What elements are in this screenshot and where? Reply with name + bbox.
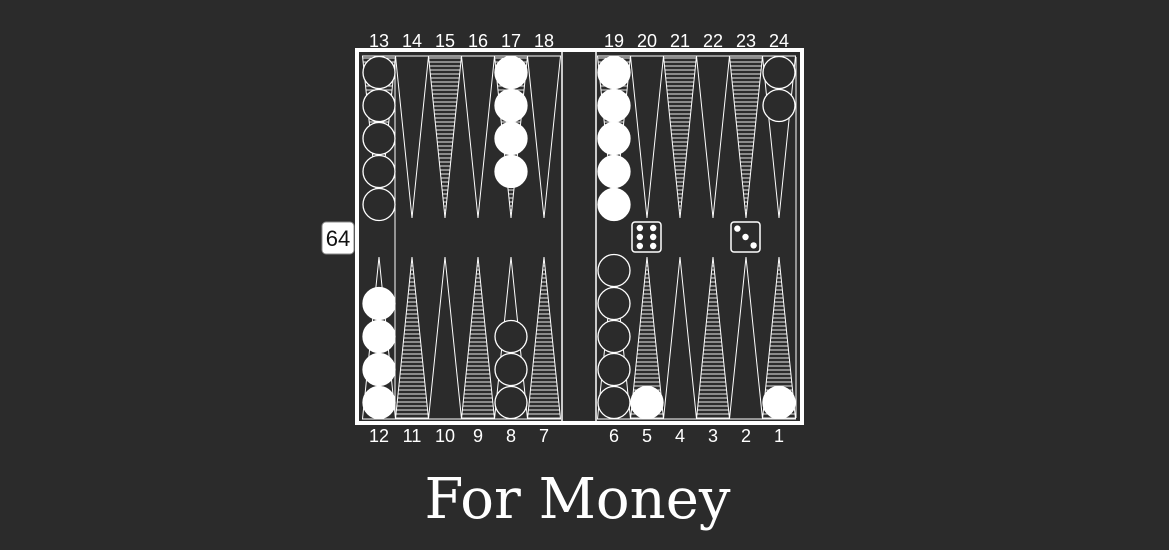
black-checker-point-24[interactable] <box>762 55 796 90</box>
black-checker-point-6[interactable] <box>597 352 631 387</box>
black-checker-point-6[interactable] <box>597 385 631 420</box>
point-label-17: 17 <box>501 31 521 51</box>
point-10[interactable] <box>427 256 463 420</box>
point-9[interactable] <box>460 256 496 420</box>
die-pip <box>734 225 741 232</box>
point-label-4: 4 <box>675 426 685 446</box>
die-pip <box>742 233 749 241</box>
point-label-10: 10 <box>435 426 455 446</box>
point-3[interactable] <box>695 256 731 420</box>
white-checker-point-12[interactable] <box>362 286 396 321</box>
point-11[interactable] <box>394 256 430 420</box>
checkers-layer <box>362 55 796 420</box>
black-checker-point-6[interactable] <box>597 319 631 354</box>
point-7[interactable] <box>526 256 562 420</box>
die-pip <box>636 224 644 232</box>
white-checker-point-17[interactable] <box>494 154 528 189</box>
white-checker-point-19[interactable] <box>597 88 631 123</box>
black-checker-point-13[interactable] <box>362 187 396 222</box>
point-22[interactable] <box>695 55 731 219</box>
point-label-21: 21 <box>670 31 690 51</box>
die-pip <box>649 224 657 232</box>
point-label-13: 13 <box>369 31 389 51</box>
point-label-18: 18 <box>534 31 554 51</box>
point-label-3: 3 <box>708 426 718 446</box>
die-pip <box>649 233 657 241</box>
point-2[interactable] <box>728 256 764 420</box>
die-pip <box>636 233 644 241</box>
die-left-pips <box>636 224 657 250</box>
white-checker-point-5[interactable] <box>630 385 664 420</box>
board-frame <box>355 48 804 425</box>
black-checker-point-8[interactable] <box>494 352 528 387</box>
point-label-2: 2 <box>741 426 751 446</box>
point-label-9: 9 <box>473 426 483 446</box>
black-checker-point-13[interactable] <box>362 121 396 156</box>
point-16[interactable] <box>460 55 496 219</box>
point-label-5: 5 <box>642 426 652 446</box>
white-checker-point-19[interactable] <box>597 121 631 156</box>
point-label-19: 19 <box>604 31 624 51</box>
point-label-12: 12 <box>369 426 389 446</box>
point-label-14: 14 <box>402 31 422 51</box>
game-mode-title: For Money <box>424 467 731 532</box>
black-checker-point-13[interactable] <box>362 154 396 189</box>
point-label-7: 7 <box>539 426 549 446</box>
point-15[interactable] <box>427 55 463 219</box>
die-right[interactable] <box>730 221 761 253</box>
die-left[interactable] <box>631 221 662 253</box>
white-checker-point-19[interactable] <box>597 187 631 222</box>
point-21[interactable] <box>662 55 698 219</box>
bottom-point-labels: 12 11 10 9 8 7 6 5 4 3 2 1 <box>369 426 784 446</box>
point-label-24: 24 <box>769 31 789 51</box>
top-point-labels: 13 14 15 16 17 18 19 20 21 22 23 24 <box>369 31 789 51</box>
point-4[interactable] <box>662 256 698 420</box>
black-checker-point-8[interactable] <box>494 319 528 354</box>
die-pip <box>636 242 644 250</box>
black-checker-point-13[interactable] <box>362 88 396 123</box>
point-23[interactable] <box>728 55 764 219</box>
point-label-15: 15 <box>435 31 455 51</box>
doubling-cube[interactable]: 64 <box>321 221 355 255</box>
cube-value: 64 <box>326 226 350 251</box>
point-label-22: 22 <box>703 31 723 51</box>
white-checker-point-17[interactable] <box>494 55 528 90</box>
white-checker-point-1[interactable] <box>762 385 796 420</box>
die-pip <box>750 242 757 249</box>
point-label-16: 16 <box>468 31 488 51</box>
white-checker-point-19[interactable] <box>597 55 631 90</box>
point-label-6: 6 <box>609 426 619 446</box>
black-checker-point-8[interactable] <box>494 385 528 420</box>
point-label-23: 23 <box>736 31 756 51</box>
die-pip <box>649 242 657 250</box>
die-right-pips <box>734 225 757 249</box>
point-label-20: 20 <box>637 31 657 51</box>
black-checker-point-24[interactable] <box>762 88 796 123</box>
white-checker-point-17[interactable] <box>494 88 528 123</box>
point-14[interactable] <box>394 55 430 219</box>
white-checker-point-12[interactable] <box>362 385 396 420</box>
black-checker-point-6[interactable] <box>597 286 631 321</box>
white-checker-point-12[interactable] <box>362 319 396 354</box>
white-checker-point-17[interactable] <box>494 121 528 156</box>
point-label-1: 1 <box>774 426 784 446</box>
black-checker-point-13[interactable] <box>362 55 396 90</box>
point-label-11: 11 <box>403 426 422 446</box>
point-20[interactable] <box>629 55 665 219</box>
white-checker-point-12[interactable] <box>362 352 396 387</box>
white-checker-point-19[interactable] <box>597 154 631 189</box>
point-label-8: 8 <box>506 426 516 446</box>
black-checker-point-6[interactable] <box>597 253 631 288</box>
point-18[interactable] <box>526 55 562 219</box>
